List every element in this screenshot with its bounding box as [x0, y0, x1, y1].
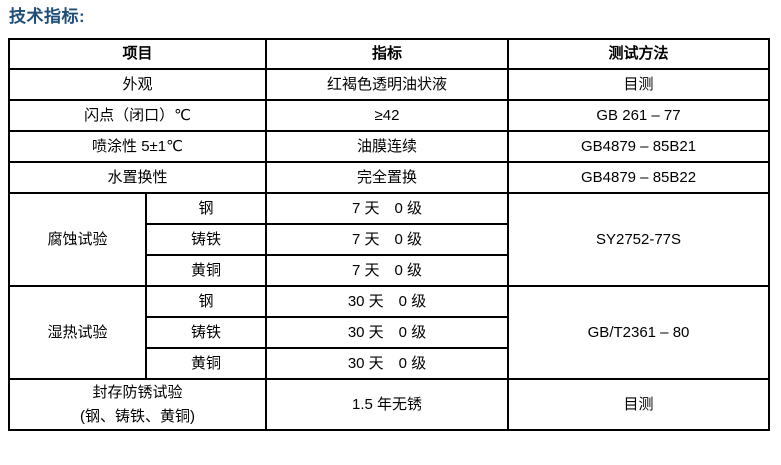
cell-method-damp-heat: GB/T2361 – 80 [507, 285, 771, 380]
table-row-corrosion-steel: 腐蚀试验 钢 7 天 0 级 SY2752-77S [8, 192, 771, 287]
cell-group-damp-heat: 湿热试验 [8, 285, 147, 380]
table-row-corrosion-brass: 黄铜 7 天 0 级 [9, 254, 769, 287]
cell-indicator: 1.5 年无锈 [265, 378, 510, 431]
cell-indicator: 完全置换 [265, 161, 510, 194]
table-row-damp-heat-cast-iron: 铸铁 30 天 0 级 [9, 316, 769, 349]
table-header-row: 项目 指标 测试方法 [7, 38, 771, 70]
page-title: 技术指标: [9, 7, 86, 26]
cell-material: 钢 [144, 192, 268, 225]
header-item: 项目 [7, 38, 268, 70]
cell-indicator: 油膜连续 [265, 130, 510, 163]
cell-item: 闪点（闭口）℃ [7, 99, 268, 132]
cell-method-corrosion: SY2752-77S [507, 192, 771, 287]
cell-method: GB 261 – 77 [507, 99, 771, 132]
table-row-appearance: 外观 红褐色透明油状液 目测 [7, 68, 771, 101]
cell-indicator: 30 天 0 级 [265, 316, 510, 349]
cell-method: GB4879 – 85B22 [507, 161, 771, 194]
cell-material: 钢 [144, 285, 268, 318]
sealed-rust-label-line1: 封存防锈试验 [92, 383, 183, 401]
cell-material: 黄铜 [144, 254, 268, 287]
cell-indicator: 7 天 0 级 [265, 192, 510, 225]
cell-method: 目测 [507, 68, 771, 101]
table-row-damp-heat-steel: 湿热试验 钢 30 天 0 级 GB/T2361 – 80 [8, 285, 771, 380]
table-row-corrosion-cast-iron: 铸铁 7 天 0 级 [9, 223, 769, 256]
cell-item: 外观 [7, 68, 268, 101]
header-method: 测试方法 [507, 38, 771, 70]
cell-indicator: 红褐色透明油状液 [265, 68, 510, 101]
cell-material: 黄铜 [144, 347, 268, 380]
cell-item: 水置换性 [7, 161, 268, 194]
table-row-water-displacement: 水置换性 完全置换 GB4879 – 85B22 [7, 161, 771, 194]
cell-material: 铸铁 [144, 223, 268, 256]
cell-indicator: 7 天 0 级 [265, 223, 510, 256]
cell-method: GB4879 – 85B21 [507, 130, 771, 163]
sealed-rust-label-line2: (钢、铸铁、黄铜) [80, 407, 195, 425]
cell-material: 铸铁 [144, 316, 268, 349]
cell-indicator: ≥42 [265, 99, 510, 132]
table-row-sprayability: 喷涂性 5±1℃ 油膜连续 GB4879 – 85B21 [7, 130, 771, 163]
cell-indicator: 7 天 0 级 [265, 254, 510, 287]
cell-item: 喷涂性 5±1℃ [7, 130, 268, 163]
table-row-flash-point: 闪点（闭口）℃ ≥42 GB 261 – 77 [7, 99, 771, 132]
table-row-sealed-rust-test: 封存防锈试验 (钢、铸铁、黄铜) 1.5 年无锈 目测 [7, 378, 771, 431]
cell-indicator: 30 天 0 级 [265, 347, 510, 380]
cell-item-sealed-rust: 封存防锈试验 (钢、铸铁、黄铜) [7, 378, 268, 431]
header-indicator: 指标 [265, 38, 510, 70]
table-row-damp-heat-brass: 黄铜 30 天 0 级 [9, 347, 769, 380]
cell-method: 目测 [507, 378, 771, 431]
cell-indicator: 30 天 0 级 [265, 285, 510, 318]
cell-group-corrosion: 腐蚀试验 [8, 192, 147, 287]
technical-spec-table: 项目 指标 测试方法 外观 红褐色透明油状液 目测 闪点（闭口）℃ ≥42 GB… [7, 38, 771, 431]
